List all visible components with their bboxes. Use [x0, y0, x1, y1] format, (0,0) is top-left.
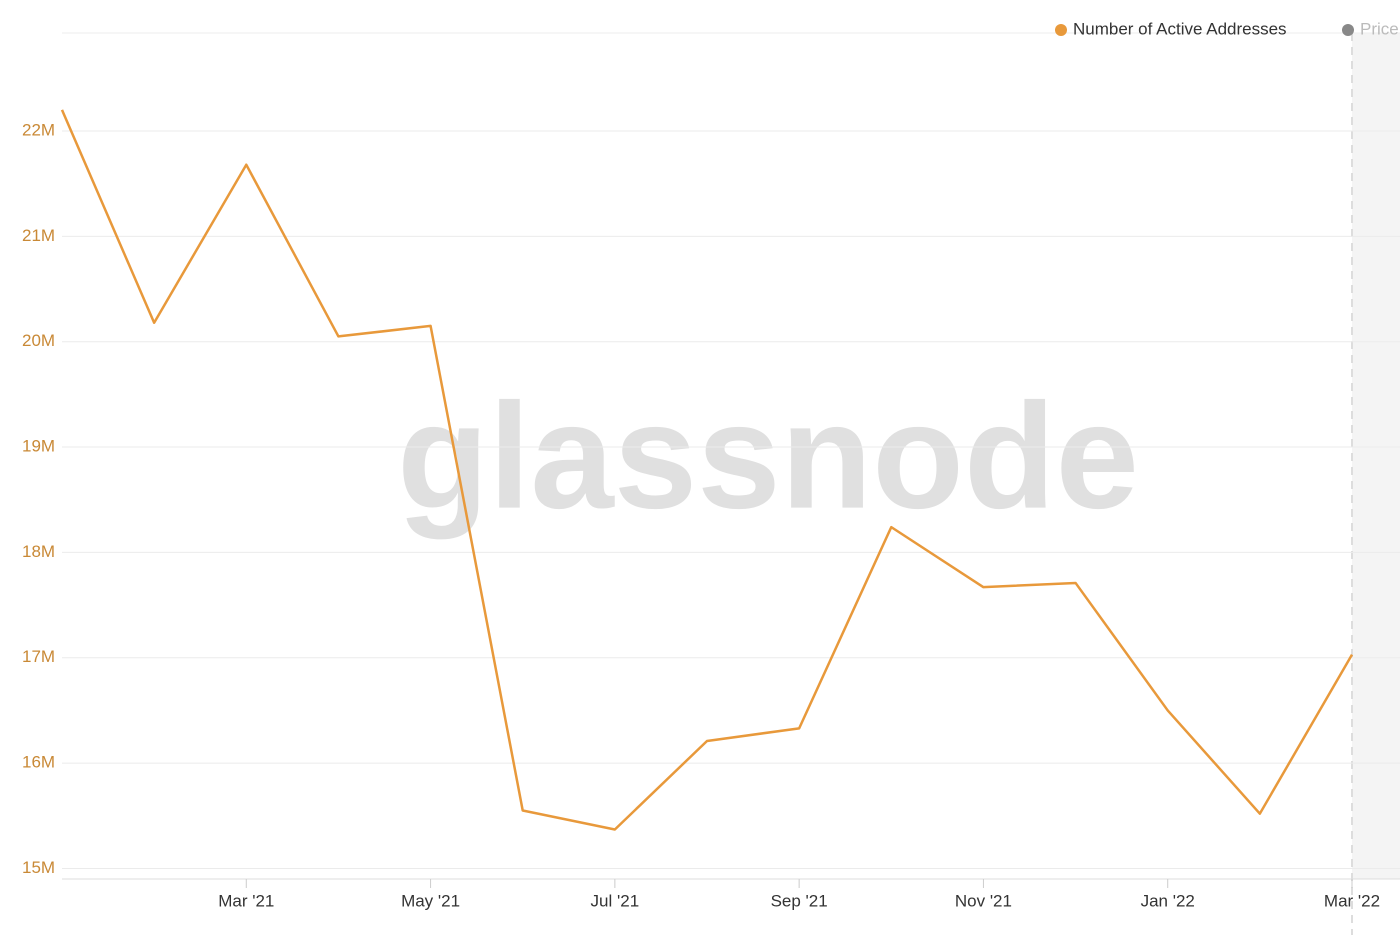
y-tick-label: 18M	[22, 542, 55, 561]
projection-shade	[1352, 33, 1400, 879]
x-tick-label: May '21	[401, 891, 460, 910]
x-tick-label: Mar '22	[1324, 891, 1380, 910]
legend-marker	[1055, 24, 1067, 36]
y-tick-label: 22M	[22, 120, 55, 139]
legend: Number of Active Addresses Price	[1055, 19, 1399, 38]
y-tick-label: 20M	[22, 331, 55, 350]
x-tick-label: Mar '21	[218, 891, 274, 910]
y-tick-label: 15M	[22, 858, 55, 877]
y-tick-label: 21M	[22, 226, 55, 245]
legend-marker	[1342, 24, 1354, 36]
y-tick-label: 16M	[22, 753, 55, 772]
y-tick-label: 17M	[22, 647, 55, 666]
legend-label: Price	[1360, 19, 1399, 38]
y-tick-label: 19M	[22, 437, 55, 456]
x-tick-label: Jul '21	[591, 891, 640, 910]
data-line	[60, 109, 1354, 831]
x-tick-label: Nov '21	[955, 891, 1012, 910]
x-tick-label: Sep '21	[771, 891, 828, 910]
x-tick-label: Jan '22	[1141, 891, 1195, 910]
watermark: glassnode	[397, 372, 1139, 540]
legend-label: Number of Active Addresses	[1073, 19, 1287, 38]
